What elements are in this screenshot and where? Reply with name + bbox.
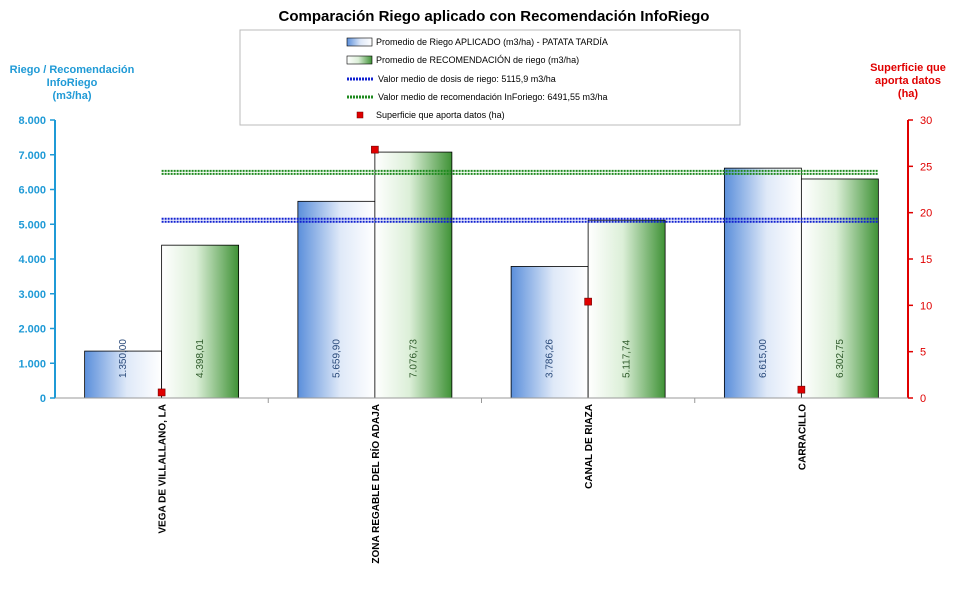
- left-axis-title-line-3: (m3/ha): [52, 90, 91, 102]
- legend-label-mean-recommended: Valor medio de recomendación InForiego: …: [378, 92, 607, 102]
- bar-recommended: [374, 151, 453, 399]
- right-y-tick-label: 30: [920, 115, 932, 127]
- right-y-tick-label: 15: [920, 254, 932, 266]
- data-label-applied: 5.659,90: [331, 339, 342, 378]
- plot-area: 1.350,00 5.659,90 3.786,26 6.615,00 4.398,01…: [18, 115, 932, 564]
- data-label-recommended: 4.398,01: [195, 339, 206, 378]
- x-category-label: CANAL DE RIAZA: [584, 404, 595, 489]
- left-y-tick-label: 3.000: [18, 289, 46, 301]
- legend-swatch-recommended: [346, 55, 373, 65]
- right-axis-title-line-1: Superficie que: [870, 62, 946, 74]
- surface-marker: [797, 385, 806, 394]
- right-y-tick-label: 5: [920, 347, 926, 359]
- surface-marker: [584, 297, 592, 306]
- left-axis-title-line-2: InfoRiego: [47, 77, 98, 89]
- bar-recommended: [161, 244, 240, 399]
- legend-label-recommended: Promedio de RECOMENDACIÓN de riego (m3/h…: [376, 55, 579, 65]
- legend-label-surface: Superficie que aporta datos (ha): [376, 110, 505, 120]
- right-y-tick-label: 10: [920, 300, 932, 312]
- left-y-tick-label: 2.000: [18, 324, 46, 336]
- right-axis-title-line-2: aporta datos: [875, 75, 941, 87]
- x-category-label: CARRACILLO: [797, 404, 808, 470]
- right-axis-title-line-3: (ha): [898, 88, 919, 100]
- left-y-tick-label: 1.000: [18, 358, 46, 370]
- data-label-recommended: 6.302,75: [835, 339, 846, 378]
- legend: Promedio de Riego APLICADO (m3/ha) - PAT…: [239, 29, 741, 126]
- right-y-tick-label: 0: [920, 393, 926, 405]
- legend-swatch-applied: [346, 37, 373, 47]
- left-y-tick-label: 6.000: [18, 185, 46, 197]
- bar-recommended: [800, 178, 879, 399]
- data-label-applied: 1.350,00: [118, 339, 129, 378]
- left-y-tick-label: 7.000: [18, 150, 46, 162]
- legend-label-mean-applied: Valor medio de dosis de riego: 5115,9 m3…: [378, 74, 556, 84]
- data-label-applied: 3.786,26: [545, 339, 556, 378]
- bar-applied: [510, 266, 589, 399]
- left-y-tick-label: 0: [40, 393, 46, 405]
- bar-applied: [723, 167, 802, 399]
- left-axis-title: Riego / Recomendación InfoRiego (m3/ha): [10, 64, 135, 102]
- legend-swatch-surface: [356, 111, 364, 119]
- surface-marker: [157, 388, 166, 397]
- chart-title: Comparación Riego aplicado con Recomenda…: [279, 8, 710, 25]
- data-label-recommended: 5.117,74: [622, 339, 633, 378]
- right-axis-title: Superficie que aporta datos (ha): [870, 62, 946, 100]
- left-y-tick-label: 4.000: [18, 254, 46, 266]
- legend-box: [239, 29, 741, 126]
- left-y-tick-label: 5.000: [18, 219, 46, 231]
- x-category-label: ZONA REGABLE DEL RÍO ADAJA: [369, 404, 382, 564]
- right-y-tick-label: 20: [920, 208, 932, 220]
- x-category-label: VEGA DE VILLALLANO, LA: [158, 404, 169, 534]
- left-axis-title-line-1: Riego / Recomendación: [10, 64, 135, 76]
- surface-marker: [371, 145, 379, 154]
- data-label-applied: 6.615,00: [758, 339, 769, 378]
- left-y-tick-label: 8.000: [18, 115, 46, 127]
- data-label-recommended: 7.076,73: [408, 339, 419, 378]
- right-y-tick-label: 25: [920, 161, 932, 173]
- bar-recommended: [587, 219, 666, 399]
- legend-label-applied: Promedio de Riego APLICADO (m3/ha) - PAT…: [376, 37, 608, 47]
- bar-applied: [297, 200, 376, 399]
